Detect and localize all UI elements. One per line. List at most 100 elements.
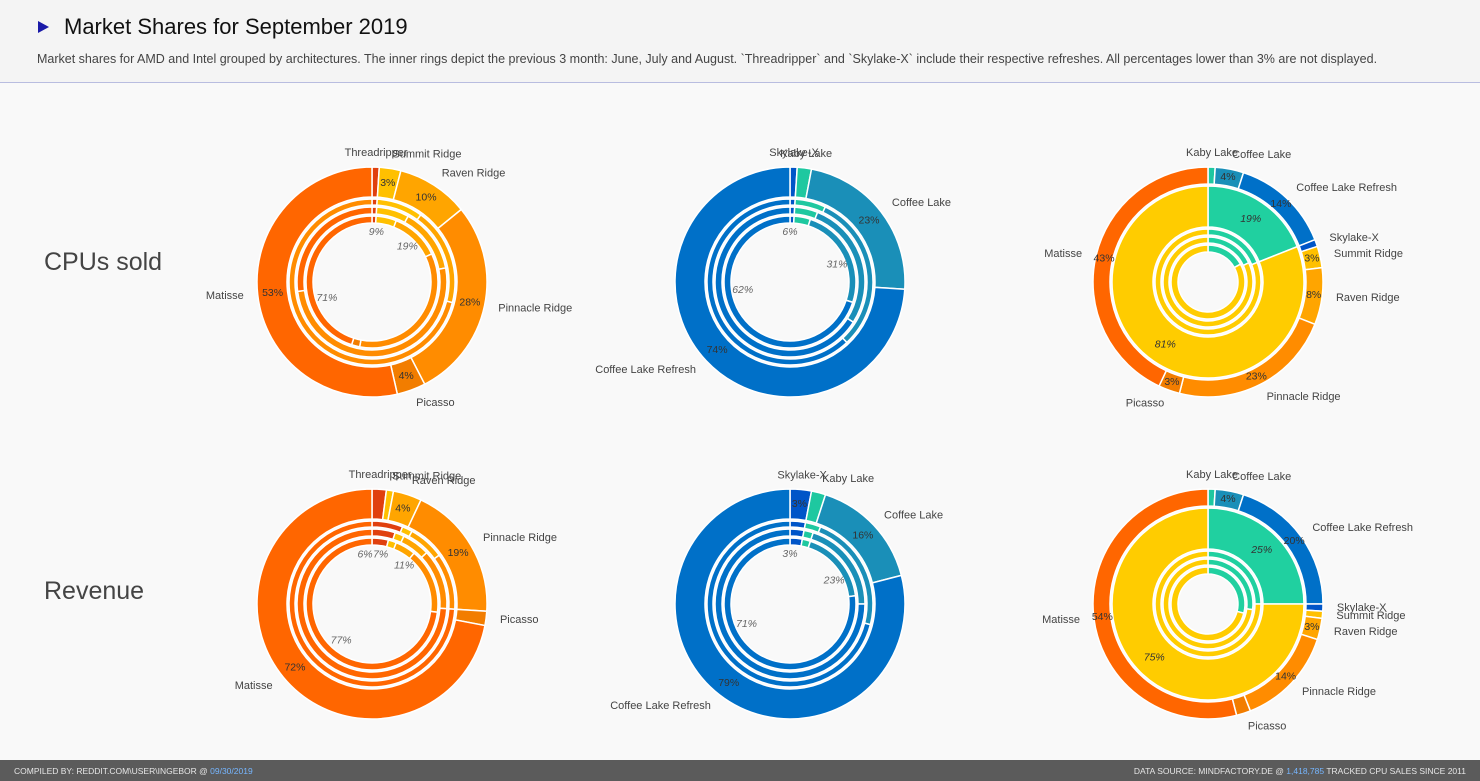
intel_cpus-inner-ring-2-coffee-lake-refresh bbox=[714, 206, 855, 358]
footer-credit: COMPILED BY: REDDIT.COM\USER\INGEBOR @ 0… bbox=[14, 766, 253, 776]
intel_revenue-inner-label: 71% bbox=[736, 618, 757, 630]
row-label-cpus-sold: CPUs sold bbox=[44, 248, 163, 276]
combined_cpus-data-label: 43% bbox=[1094, 253, 1115, 265]
combined_revenue-data-label: 20% bbox=[1284, 535, 1305, 547]
page-title: Market Shares for September 2019 bbox=[64, 14, 408, 39]
intel_revenue-inner-ring-1-coffee-lake-refresh bbox=[706, 520, 872, 688]
combined_cpus-data-label: 3% bbox=[1304, 253, 1319, 265]
intel_cpus-inner-ring-3-kaby-lake bbox=[792, 215, 812, 227]
combined_revenue-category-label: Coffee Lake bbox=[1232, 471, 1291, 483]
combined_cpus-category-label: Kaby Lake bbox=[1186, 147, 1238, 159]
intel_revenue-data-label: 16% bbox=[852, 529, 873, 541]
amd_revenue-category-label: Pinnacle Ridge bbox=[483, 532, 557, 544]
combined_revenue-category-label: Coffee Lake Refresh bbox=[1312, 522, 1413, 534]
combined_cpus-category-label: Summit Ridge bbox=[1334, 248, 1403, 260]
amd_cpus-data-label: 3% bbox=[380, 177, 395, 189]
combined_cpus-category-label: Pinnacle Ridge bbox=[1267, 391, 1341, 403]
combined_cpus-data-label: 14% bbox=[1270, 198, 1291, 210]
charts-canvas: Threadripper 3% Summit Ridge 10% Raven Ridge… bbox=[206, 147, 1413, 733]
intel_cpus-inner-label: 31% bbox=[826, 259, 847, 271]
combined_revenue-middle-slice-intel bbox=[1207, 507, 1305, 605]
amd_revenue-category-label: Threadripper bbox=[349, 469, 412, 481]
amd_revenue-inner-ring-3-matisse bbox=[305, 537, 439, 671]
amd_cpus-inner-label: 71% bbox=[316, 292, 337, 304]
combined_revenue-category-label: Matisse bbox=[1042, 614, 1080, 626]
combined_revenue-middle-slice-amd bbox=[1111, 507, 1305, 701]
footer-date: 09/30/2019 bbox=[210, 766, 253, 776]
amd_revenue-category-label: Summit Ridge bbox=[392, 470, 461, 482]
combined_cpus-data-label: 8% bbox=[1306, 289, 1321, 301]
combined_revenue-category-label: Pinnacle Ridge bbox=[1302, 686, 1376, 698]
combined_cpus-category-label: Coffee Lake bbox=[1232, 149, 1291, 161]
combined_revenue-inner-ring-1-amd bbox=[1154, 550, 1262, 658]
combined_revenue-data-label: 3% bbox=[1304, 621, 1319, 633]
amd_cpus-inner-label: 19% bbox=[397, 240, 418, 252]
amd_cpus-category-label: Matisse bbox=[206, 290, 244, 302]
amd_cpus-inner-ring-1-pinnacle-ridge bbox=[288, 198, 454, 366]
amd_revenue-inner-label: 77% bbox=[331, 635, 352, 647]
combined_cpus-middle-label: 19% bbox=[1240, 213, 1261, 225]
footer-count: 1,418,785 bbox=[1286, 766, 1325, 776]
combined_revenue-category-label: Summit Ridge bbox=[1336, 610, 1405, 622]
combined_cpus-outer-slice-matisse bbox=[1092, 166, 1209, 388]
combined_cpus-middle-label: 81% bbox=[1155, 339, 1176, 351]
combined_revenue-category-label: Skylake-X bbox=[1337, 602, 1387, 614]
intel_revenue-category-label: Skylake-X bbox=[777, 469, 827, 481]
amd_cpus-outer-slice-matisse bbox=[256, 166, 399, 398]
amd_revenue-category-label: Raven Ridge bbox=[412, 475, 476, 487]
combined_cpus-category-label: Raven Ridge bbox=[1336, 292, 1400, 304]
intel_revenue-inner-ring-3-coffee-lake-refresh bbox=[723, 537, 857, 671]
amd_cpus-data-label: 10% bbox=[416, 192, 437, 204]
amd_cpus-category-label: Raven Ridge bbox=[442, 167, 506, 179]
amd_cpus-category-label: Summit Ridge bbox=[392, 149, 461, 161]
intel_cpus-inner-label: 6% bbox=[782, 226, 797, 238]
combined_revenue-data-label: 14% bbox=[1275, 671, 1296, 683]
intel_revenue-data-label: 79% bbox=[718, 677, 739, 689]
combined_revenue-middle-label: 25% bbox=[1250, 544, 1272, 556]
intel_cpus-category-label: Kaby Lake bbox=[780, 148, 832, 160]
amd_cpus-data-label: 53% bbox=[262, 287, 283, 299]
intel_revenue-inner-label: 23% bbox=[823, 574, 845, 586]
amd_cpus-category-label: Pinnacle Ridge bbox=[498, 302, 572, 314]
amd_cpus-inner-label: 9% bbox=[369, 226, 384, 238]
amd_revenue-category-label: Picasso bbox=[500, 614, 539, 626]
page-subtitle: Market shares for AMD and Intel grouped … bbox=[37, 52, 1378, 66]
combined_revenue-category-label: Kaby Lake bbox=[1186, 469, 1238, 481]
combined_cpus-category-label: Skylake-X bbox=[1329, 232, 1379, 244]
combined_cpus-inner-ring-3-amd bbox=[1170, 244, 1246, 320]
intel_revenue-category-label: Coffee Lake Refresh bbox=[610, 700, 711, 712]
intel_cpus-category-label: Skylake-X bbox=[769, 147, 819, 159]
amd_cpus-inner-ring-2-matisse bbox=[296, 206, 373, 293]
amd_revenue-outer-slice-matisse bbox=[256, 488, 486, 720]
intel_cpus-inner-label: 62% bbox=[732, 284, 753, 296]
combined_revenue-inner-ring-2-amd bbox=[1162, 558, 1254, 650]
combined_cpus-inner-ring-2-amd bbox=[1162, 236, 1254, 328]
combined_cpus-inner-ring-1-amd bbox=[1154, 228, 1262, 336]
amd_revenue-inner-label: 6% bbox=[357, 548, 372, 560]
amd_revenue-data-label: 19% bbox=[448, 547, 469, 559]
intel_cpus-outer-slice-coffee-lake-refresh bbox=[674, 166, 906, 398]
amd_revenue-inner-ring-3-threadripper bbox=[371, 537, 390, 548]
intel_cpus-inner-ring-3-coffee-lake-refresh bbox=[723, 215, 854, 349]
footer-credit-text: COMPILED BY: REDDIT.COM\USER\INGEBOR @ bbox=[14, 766, 211, 776]
row-label-revenue: Revenue bbox=[44, 577, 145, 605]
combined_cpus-data-label: 23% bbox=[1246, 371, 1267, 383]
amd_revenue-inner-ring-2-matisse bbox=[296, 528, 448, 680]
footer-source-suffix: TRACKED CPU SALES SINCE 2011 bbox=[1324, 766, 1466, 776]
amd_cpus-data-label: 28% bbox=[459, 296, 480, 308]
amd_cpus-category-label: Threadripper bbox=[345, 147, 408, 159]
intel_revenue-category-label: Kaby Lake bbox=[822, 473, 874, 485]
combined_revenue-middle-label: 75% bbox=[1144, 652, 1165, 664]
intel_revenue-inner-ring-2-skylake-x bbox=[789, 528, 805, 539]
intel_cpus-category-label: Coffee Lake Refresh bbox=[595, 364, 696, 376]
intel_revenue-inner-ring-3-skylake-x bbox=[789, 537, 804, 547]
intel_revenue-inner-ring-2-coffee-lake-refresh bbox=[714, 528, 866, 680]
intel_cpus-data-label: 23% bbox=[859, 214, 880, 226]
header: Market Shares for September 2019 Market … bbox=[0, 0, 1480, 83]
amd_cpus-inner-ring-3-matisse bbox=[305, 215, 373, 346]
intel_revenue-category-label: Coffee Lake bbox=[884, 510, 943, 522]
intel_revenue-outer-slice-coffee-lake-refresh bbox=[674, 488, 906, 720]
intel_revenue-inner-label: 3% bbox=[782, 548, 797, 560]
amd_revenue-data-label: 4% bbox=[395, 503, 410, 515]
amd_revenue-data-label: 72% bbox=[284, 662, 305, 674]
